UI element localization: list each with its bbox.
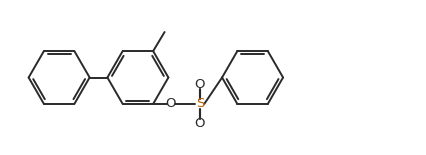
Text: O: O: [194, 78, 204, 91]
Text: O: O: [194, 117, 204, 130]
Text: O: O: [165, 97, 176, 110]
Text: S: S: [195, 97, 204, 110]
